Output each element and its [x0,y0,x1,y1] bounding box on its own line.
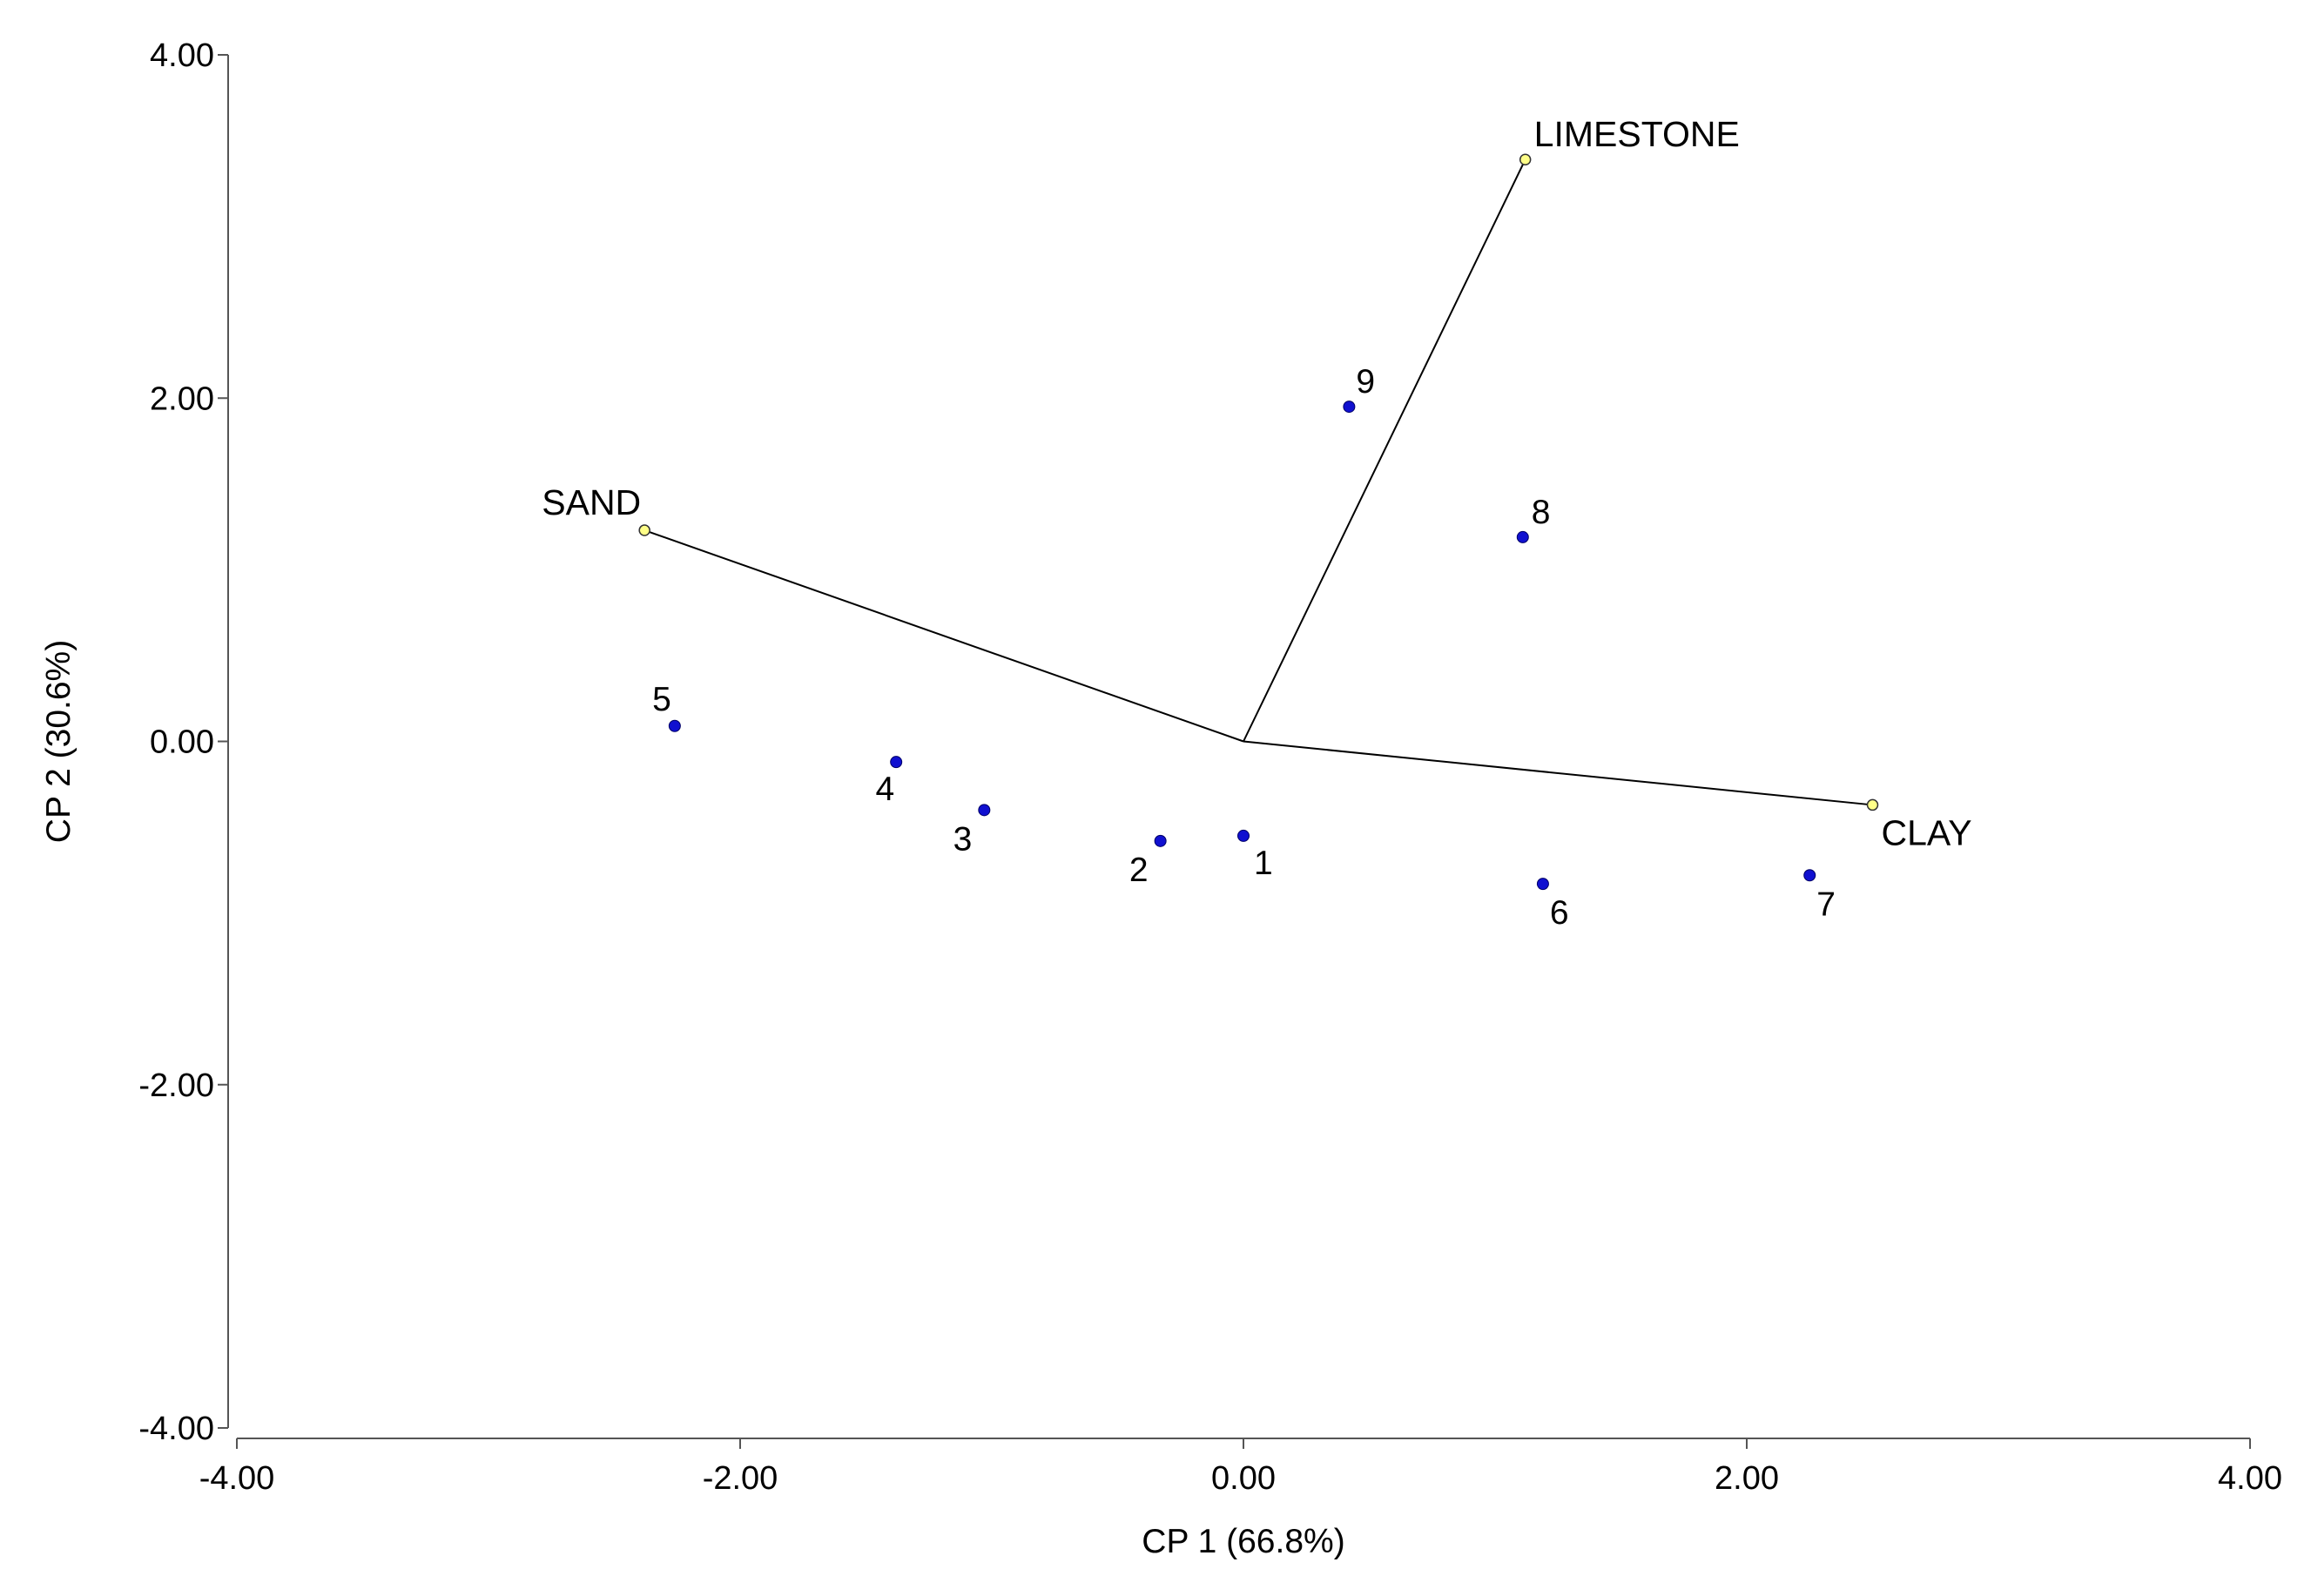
vector-line-limestone [1243,158,1526,742]
y-tick-label: -4.00 [138,1411,214,1447]
data-point-1 [1237,829,1250,842]
data-point-5 [668,719,681,732]
data-point-8 [1516,530,1529,543]
point-label-2: 2 [1129,852,1149,889]
y-tick-label: 0.00 [150,724,214,761]
point-label-5: 5 [652,681,671,718]
vector-lines: LIMESTONE SAND CLAY [542,114,1971,852]
data-point-4 [890,756,903,769]
point-label-1: 1 [1254,845,1273,882]
y-tick-label: -2.00 [138,1067,214,1104]
y-axis-title: CP 2 (30.6%) [40,640,77,843]
point-label-7: 7 [1816,886,1836,923]
x-tick-label: -2.00 [703,1460,778,1497]
x-axis-title: CP 1 (66.8%) [1142,1523,1344,1560]
vector-label-limestone: LIMESTONE [1534,114,1740,154]
point-label-3: 3 [953,820,973,858]
point-label-9: 9 [1356,363,1375,401]
point-label-8: 8 [1532,494,1551,531]
y-tick-label: 4.00 [150,37,214,74]
vector-label-clay: CLAY [1882,812,1972,852]
point-label-4: 4 [875,771,894,808]
data-point-7 [1803,869,1816,882]
vector-endpoint-limestone [1519,153,1532,165]
data-points: 1 2 3 4 5 6 7 8 9 [652,363,1836,932]
x-tick-label: -4.00 [199,1460,275,1497]
data-point-6 [1536,878,1549,891]
data-point-9 [1343,401,1356,414]
data-point-2 [1154,834,1167,847]
vector-line-clay [1243,740,1873,806]
y-tick-label: 2.00 [150,380,214,417]
vector-endpoint-clay [1866,798,1879,811]
axes: -4.00 -2.00 0.00 2.00 4.00 -4.00 -2.00 0.00 2.00… [138,37,2282,1497]
vector-endpoint-sand [638,524,650,536]
x-tick-label: 2.00 [1715,1460,1779,1497]
vector-line-sand [643,529,1244,743]
x-tick-label: 0.00 [1211,1460,1276,1497]
point-label-6: 6 [1550,894,1569,932]
vector-label-sand: SAND [542,482,641,522]
data-point-3 [978,804,991,817]
x-tick-label: 4.00 [2218,1460,2282,1497]
